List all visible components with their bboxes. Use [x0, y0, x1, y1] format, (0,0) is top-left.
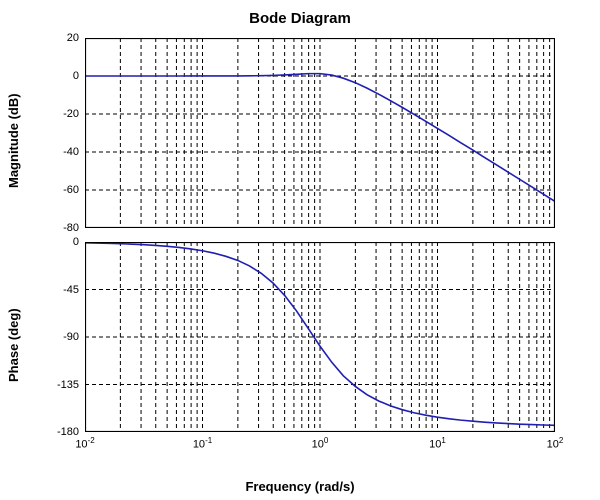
ytick-label: -80 — [39, 222, 85, 234]
figure-title: Bode Diagram — [0, 10, 600, 27]
ytick-label: -90 — [39, 331, 85, 343]
ytick-label: -135 — [39, 379, 85, 391]
ytick-label: -60 — [39, 184, 85, 196]
ytick-label: 0 — [39, 236, 85, 248]
phase-plot: -180-135-90-45010-210-1100101102 — [85, 242, 555, 432]
ytick-label: -20 — [39, 108, 85, 120]
ytick-label: -45 — [39, 284, 85, 296]
magnitude-ylabel: Magnitude (dB) — [6, 93, 21, 188]
xtick-label: 101 — [429, 432, 446, 451]
xtick-label: 10-2 — [75, 432, 94, 451]
xtick-label: 100 — [312, 432, 329, 451]
magnitude-plot: -80-60-40-20020 — [85, 38, 555, 228]
phase-ylabel: Phase (deg) — [6, 308, 21, 382]
frequency-xlabel: Frequency (rad/s) — [0, 479, 600, 494]
ytick-label: -40 — [39, 146, 85, 158]
ytick-label: 0 — [39, 70, 85, 82]
xtick-label: 102 — [547, 432, 564, 451]
bode-figure: Bode Diagram Magnitude (dB) -80-60-40-20… — [0, 0, 600, 500]
ytick-label: 20 — [39, 32, 85, 44]
xtick-label: 10-1 — [193, 432, 212, 451]
